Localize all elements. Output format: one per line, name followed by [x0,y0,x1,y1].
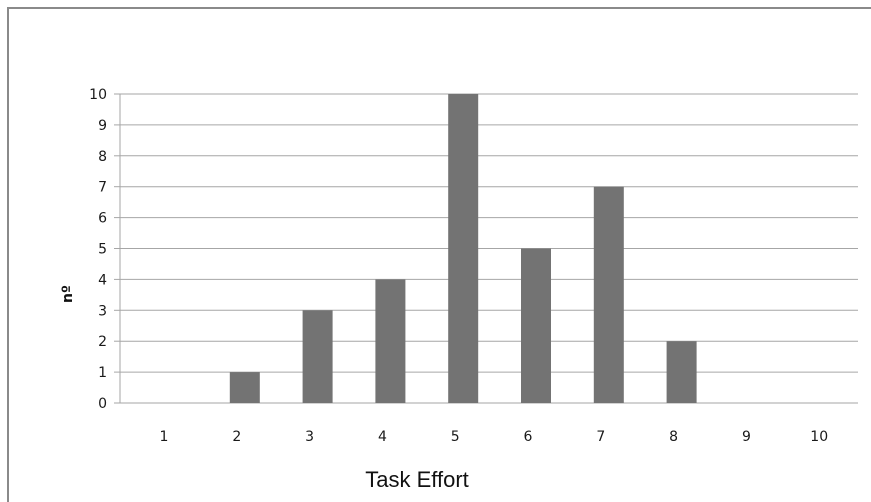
x-tick-label: 4 [378,429,387,445]
y-tick-label: 0 [98,396,107,412]
bar-6 [521,248,551,403]
y-tick-label: 5 [98,242,107,258]
y-tick-label: 9 [98,118,107,134]
bar-7 [593,186,624,403]
gridlines [114,93,858,404]
x-axis-title: Task Effort [365,467,469,492]
x-tick-label: 5 [451,429,460,445]
y-tick-label: 2 [98,334,107,350]
bar-4 [375,279,406,403]
y-axis-title: nº [60,285,76,303]
bars [229,94,697,403]
y-tick-label: 4 [98,272,107,288]
x-tick-label: 3 [305,429,314,445]
x-tick-label: 7 [596,429,605,445]
x-tick-label: 10 [810,429,828,445]
y-axis-ticks: 0 1 2 3 4 5 6 7 8 9 10 [89,87,107,412]
x-tick-label: 9 [742,429,751,445]
y-tick-label: 10 [89,87,107,103]
x-axis-ticks: 1 2 3 4 5 6 7 8 9 10 [160,429,829,445]
bar-5 [448,94,479,403]
x-tick-label: 2 [232,429,241,445]
bar-3 [302,310,333,403]
y-tick-label: 7 [98,180,107,196]
y-tick-label: 8 [98,149,107,165]
y-tick-label: 6 [98,211,107,227]
x-tick-label: 1 [160,429,169,445]
y-tick-label: 1 [98,365,107,381]
bar-8 [666,341,697,403]
y-tick-label: 3 [98,303,107,319]
x-tick-label: 8 [669,429,678,445]
chart-frame [7,7,871,502]
bar-2 [229,372,260,403]
x-tick-label: 6 [524,429,533,445]
